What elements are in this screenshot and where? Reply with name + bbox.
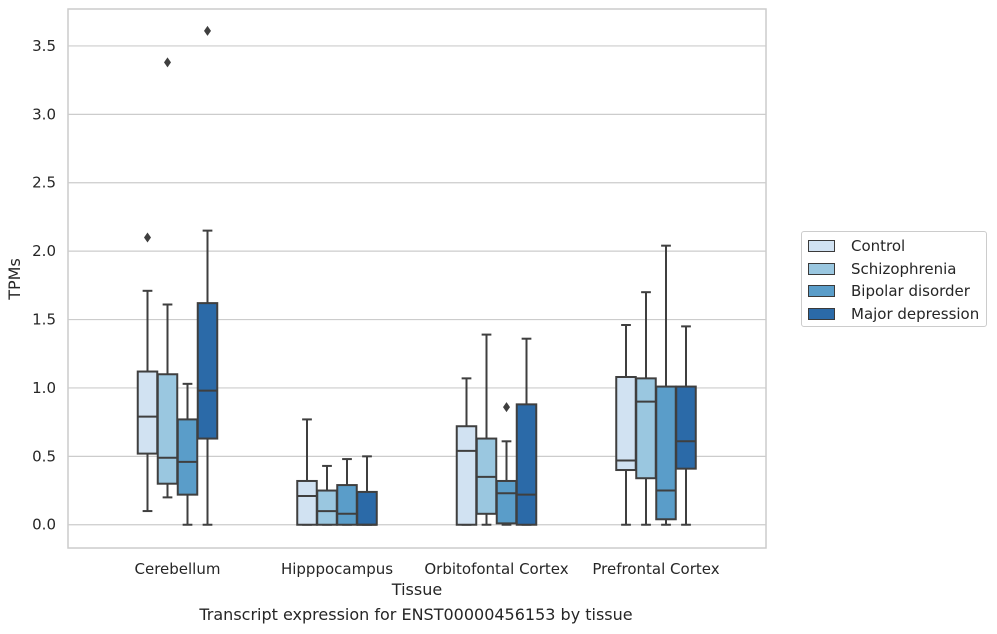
iqr-box [356,490,378,526]
box-control [455,377,478,526]
box-schizophrenia [475,333,498,526]
legend-label: Major depression [851,304,980,323]
box-schizophrenia [156,57,179,499]
y-tick-label: 2.5 [32,174,56,192]
y-tick-label: 0.0 [32,516,56,534]
outlier-point [204,25,211,36]
box-schizophrenia [316,464,338,526]
box-control [615,324,637,526]
box-major-depression [356,455,378,526]
box-major-depression [196,25,219,526]
iqr-box [455,425,478,526]
x-tick-labels: Cerebellum Hipppocampus Orbitofontal Corte… [135,560,720,578]
y-tick-label: 3.5 [32,37,56,55]
iqr-box [156,373,179,485]
x-tick-label: Orbitofontal Cortex [424,560,568,578]
outlier-point [503,402,510,413]
iqr-box [495,479,518,525]
plot-marks [136,25,697,526]
legend-label: Bipolar disorder [851,282,970,300]
plot-frame [67,8,767,549]
iqr-box [176,418,199,496]
legend-item: Major depression [808,304,979,324]
y-tick-label: 1.5 [32,311,56,329]
legend-label: Schizophrenia [851,259,957,278]
legend: Control Schizophrenia Bipolar disorder Majo… [801,231,987,327]
iqr-box [196,302,219,440]
box-control [296,418,318,526]
x-axis-label: Tissue [391,580,442,599]
y-tick-labels: 0.0 0.5 1.0 1.5 2.0 2.5 3.0 3.5 [32,37,56,534]
y-tick-label: 0.5 [32,447,56,465]
iqr-box [515,403,538,526]
legend-item: Control [808,236,905,256]
iqr-box [296,479,318,526]
outlier-point [144,232,151,243]
y-axis-label: TPMs [5,258,24,301]
legend-swatch [808,240,835,252]
x-tick-label: Hipppocampus [281,560,393,578]
legend-swatch [808,307,835,320]
x-tick-label: Prefrontal Cortex [592,560,719,578]
box-bipolar-disorder [495,402,518,526]
y-tick-label: 3.0 [32,105,56,123]
box-bipolar-disorder [176,382,199,526]
box-schizophrenia [635,291,657,526]
x-tick-label: Cerebellum [135,560,221,578]
iqr-box [336,484,358,526]
iqr-box [635,377,657,480]
legend-swatch [808,285,835,297]
legend-swatch [808,262,835,275]
box-major-depression [515,337,538,526]
outlier-point [164,57,171,68]
box-bipolar-disorder [336,458,358,526]
y-tick-label: 1.0 [32,379,56,397]
legend-item: Bipolar disorder [808,281,970,301]
iqr-box [136,370,159,455]
legend-item: Schizophrenia [808,259,956,279]
box-major-depression [675,325,697,526]
legend-label: Control [851,237,906,255]
iqr-box [655,385,677,521]
y-tick-label: 2.0 [32,242,56,260]
iqr-box [615,375,637,472]
iqr-box [316,489,338,526]
iqr-box [675,385,697,470]
chart-caption: Transcript expression for ENST0000045615… [199,605,633,624]
box-bipolar-disorder [655,244,677,526]
box-control [136,232,159,513]
